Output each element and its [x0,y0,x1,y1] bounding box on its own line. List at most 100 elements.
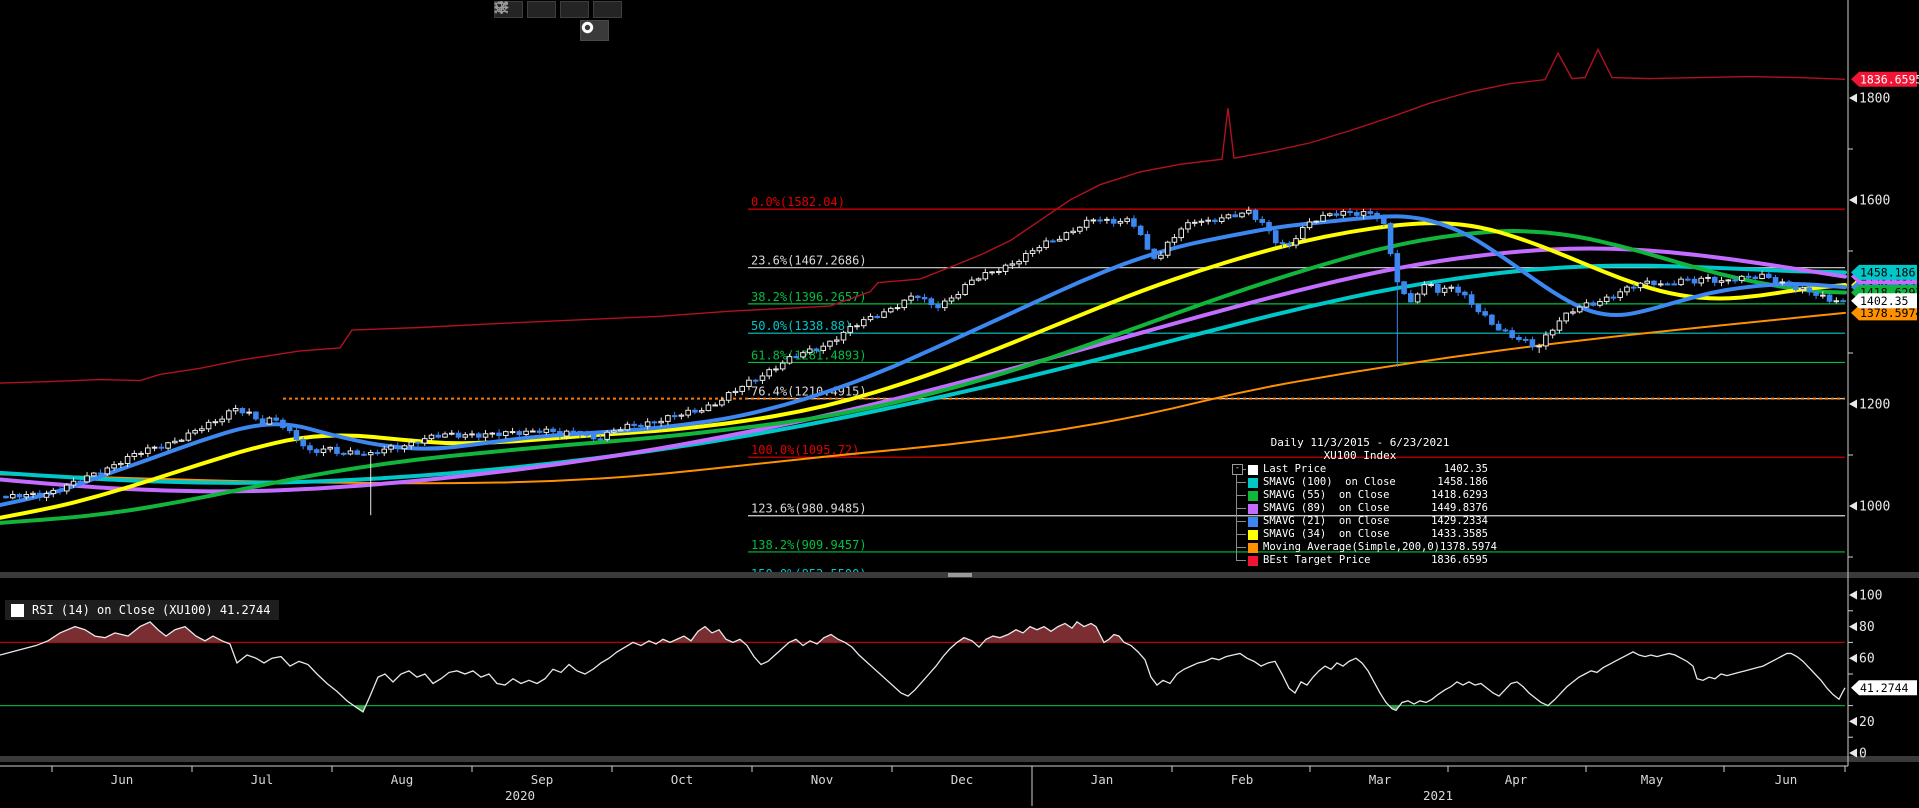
legend-tree-line [1236,469,1237,560]
main-plot[interactable]: 0.0%(1582.04) 23.6%(1467.2686) 38.2%(1396.… [0,47,1847,582]
legend-swatch-icon [1248,464,1258,475]
candles [3,206,1846,516]
month-label: Apr [1505,772,1528,787]
legend-row-label: BEst Target Price [1263,554,1371,566]
axis-price-badge [1851,293,1917,309]
legend-title: Daily 11/3/2015 - 6/23/2021 [1270,436,1450,449]
legend-row[interactable]: BEst Target Price 1836.6595 [1232,554,1488,567]
fib-level-label: 150.0%(852.5500) [751,567,867,581]
legend-row-label: Last Price [1263,463,1327,475]
month-label: Oct [671,772,694,787]
legend-swatch-icon [1248,542,1258,553]
legend-row-value: 1836.6595 [1431,554,1488,566]
ma-line [0,229,1847,525]
svg-text:20: 20 [1859,715,1875,730]
svg-text:0: 0 [1859,747,1867,762]
svg-text:1000: 1000 [1859,500,1890,515]
month-label: May [1641,772,1664,787]
month-label: Dec [951,772,974,787]
fib-level-label: 123.6%(980.9485) [751,502,867,516]
month-label: Jan [1091,772,1114,787]
legend-swatch-icon [1248,516,1258,527]
circle-icon [581,21,594,34]
draw-tool-button[interactable] [495,1,556,18]
legend-row-label: SMAVG (100) on Close [1263,476,1396,488]
rsi-plot[interactable] [0,620,1846,713]
rsi-label-text: RSI (14) on Close (XU100) 41.2744 [32,603,271,617]
month-label: Nov [811,772,834,787]
fib-level-label: 100.0%(1095.72) [751,443,859,457]
rsi-line [0,620,1846,713]
legend-row-value: 1429.2334 [1431,515,1488,527]
target-price-line [0,47,1846,384]
legend-row-value: 1433.3585 [1431,528,1488,540]
fib-level-label: 61.8%(1281.4893) [751,348,867,362]
legend-row-value: 1449.8376 [1431,502,1488,514]
legend-swatch-icon [1248,490,1258,501]
svg-text:1600: 1600 [1859,194,1890,209]
rsi-overbought-fill [0,621,1845,643]
legend-row[interactable]: SMAVG (100) on Close 1458.186 [1232,476,1488,489]
rsi-study-label: RSI (14) on Close (XU100) 41.2744 [5,600,280,620]
fib-level-label: 138.2%(909.9457) [751,538,867,552]
fib-level-label: 23.6%(1467.2686) [751,254,867,268]
price-axis: 180016001200100010080602001433.35851429.… [1847,0,1919,766]
svg-text:1402.35: 1402.35 [1860,294,1908,308]
bottom-separator [0,756,1919,762]
study-legend: Daily 11/3/2015 - 6/23/2021 XU100 Index … [1232,436,1497,567]
legend-row-label: SMAVG (55) on Close [1263,489,1390,501]
month-label: Jul [251,772,274,787]
month-label: Jun [111,772,134,787]
legend-collapse-icon[interactable]: - [1232,464,1243,475]
legend-row[interactable]: Last Price 1402.35 [1232,463,1488,476]
year-label: 2020 [505,788,535,803]
chart-toolbar [494,1,622,18]
svg-text:41.2744: 41.2744 [1860,681,1909,695]
axis-price-badge [1851,305,1917,321]
legend-row[interactable]: SMAVG (34) on Close 1433.3585 [1232,528,1488,541]
legend-row[interactable]: SMAVG (89) on Close 1449.8376 [1232,502,1488,515]
rsi-swatch-icon [11,603,24,617]
month-label: Mar [1369,772,1392,787]
ma-line [0,214,1847,507]
month-label: Aug [391,772,414,787]
legend-subtitle: XU100 Index [1323,449,1397,462]
separator-drag-handle[interactable] [948,573,972,577]
axis-price-badge [1851,71,1917,87]
fib-level-label: 38.2%(1396.2657) [751,290,867,304]
year-label: 2021 [1423,788,1453,803]
legend-swatch-icon [1248,477,1258,488]
svg-text:1836.6595: 1836.6595 [1860,72,1919,86]
zoom-tool-button[interactable] [495,1,622,18]
axis-price-badge [1851,264,1917,280]
month-label: Feb [1231,772,1254,787]
fib-level-label: 50.0%(1338.88) [751,319,852,333]
svg-text:1378.5974: 1378.5974 [1860,306,1919,320]
annotate-circle-button[interactable] [580,20,609,41]
svg-text:60: 60 [1859,652,1875,667]
legend-swatch-icon [1248,503,1258,514]
ma-line [0,246,1847,494]
month-label: Jun [1775,772,1798,787]
time-axis: Jun Jul Aug Sep Oct Nov Dec Jan Feb Mar Apr May Jun 2… [0,765,1848,806]
news-tool-button[interactable] [494,1,589,18]
svg-text:1458.186: 1458.186 [1860,265,1915,279]
month-label: Sep [531,772,554,787]
fib-level-label: 0.0%(1582.04) [751,195,845,209]
svg-text:80: 80 [1859,620,1875,635]
legend-row[interactable]: Moving Average(Simple,200,0) 1378.5974 [1232,541,1497,554]
legend-row-value: 1378.5974 [1440,541,1497,553]
legend-row[interactable]: SMAVG (55) on Close 1418.6293 [1232,489,1488,502]
legend-row-label: Moving Average(Simple,200,0) [1263,541,1441,553]
legend-row-label: SMAVG (34) on Close [1263,528,1390,540]
legend-row-label: SMAVG (89) on Close [1263,502,1390,514]
legend-row-value: 1402.35 [1443,463,1488,475]
legend-row-value: 1418.6293 [1431,489,1488,501]
magnifier-icon [495,1,508,14]
legend-row[interactable]: SMAVG (21) on Close 1429.2334 [1232,515,1488,528]
legend-swatch-icon [1248,529,1258,540]
legend-swatch-icon [1248,555,1258,566]
axis-price-badge [1851,680,1917,696]
